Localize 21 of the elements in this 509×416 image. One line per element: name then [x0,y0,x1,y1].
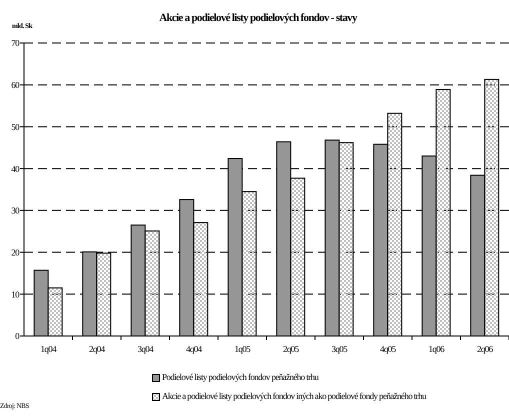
y-tick-label: 10 [11,289,20,300]
y-tick-label: 50 [11,122,20,132]
x-tick-label: 2q04 [88,344,106,354]
x-tick-label: 1q04 [40,344,58,354]
legend-label: Akcie a podielové listy podielových fondov iných ako podielové fondy peňažného trhu [162,391,426,401]
chart-title: Akcie a podielové listy podielových fondov - stavy [159,11,357,25]
x-tick-label: 4q04 [186,344,203,354]
x-tick-label: 3q05 [331,344,348,354]
x-tick-label: 3q04 [137,344,154,354]
x-tick-label: 4q05 [380,344,397,354]
x-tick-label: 1q05 [234,344,252,354]
y-tick-label: 30 [11,206,20,216]
y-tick-label: 70 [11,38,20,48]
x-tick-label: 1q06 [428,344,446,354]
x-tick-label: 2q06 [476,344,494,354]
y-tick-label: 20 [11,247,20,258]
y-tick-label: 60 [11,80,20,90]
y-tick-label: 40 [11,164,20,174]
legend-label: Podielové listy podielových fondov peňažného trhu [162,372,318,382]
y-tick-label: 0 [15,331,20,342]
x-tick-label: 2q05 [282,344,300,354]
